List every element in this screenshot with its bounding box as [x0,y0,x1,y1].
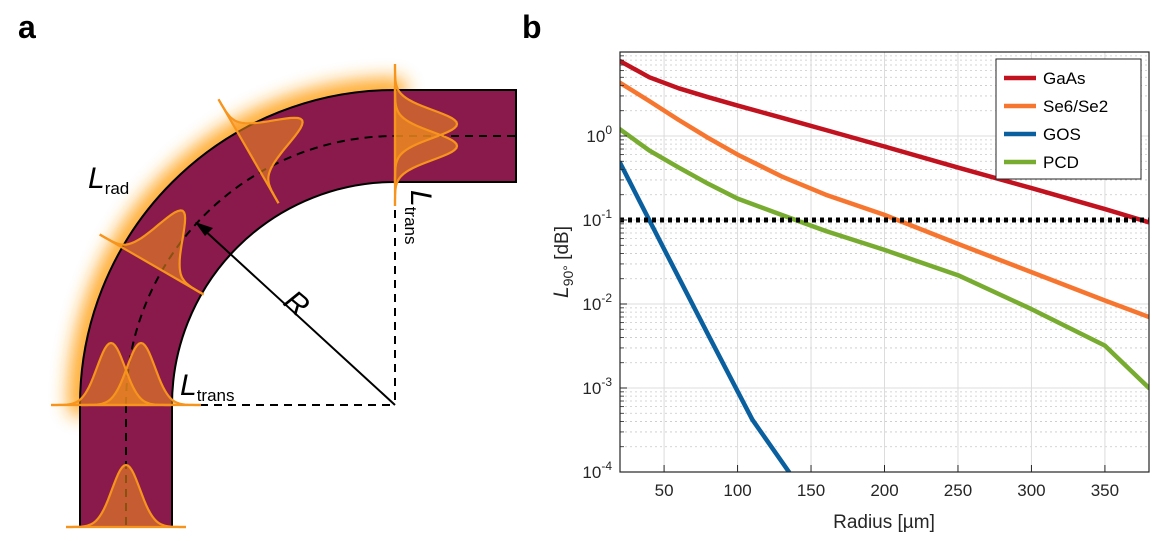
x-tick-label: 50 [655,481,674,500]
panel-b-chart: b 50 100 150 200 250 300 350 10-410-310-210-11… [522,9,1150,533]
label-l-trans-vertical: Ltrans [401,190,437,244]
y-tick-label: 10-3 [582,375,612,398]
y-tick-label: 100 [586,123,612,146]
y-tick-label: 10-4 [582,459,612,482]
y-axis-label: L90° [dB] [550,226,576,298]
waveguide-bend [78,88,396,406]
mode-profile-bend-1 [99,209,205,296]
centerline-bend [125,135,396,406]
legend-label-gos: GOS [1043,125,1081,144]
label-l-rad: Lrad [88,162,129,198]
legend: GaAs Se6/Se2 GOS PCD [995,58,1142,180]
legend-label-pcd: PCD [1043,153,1079,172]
x-tick-label: 350 [1091,481,1119,500]
axis-ticks [620,55,1106,473]
x-tick-labels: 50 100 150 200 250 300 350 [655,481,1119,500]
label-l-trans-horizontal: Ltrans [180,369,234,405]
mode-profile-entry-right [81,341,201,407]
y-tick-label: 10-1 [582,207,612,230]
x-tick-label: 150 [797,481,825,500]
mode-profile-bend-2 [217,98,304,204]
panel-a-letter: a [18,9,36,45]
mode-profiles [51,64,459,529]
y-tick-label: 10-2 [582,291,612,314]
x-tick-label: 100 [723,481,751,500]
series-layer [620,58,1149,472]
x-tick-label: 300 [1017,481,1045,500]
mode-profile-input [66,463,186,529]
series-line-pcd [620,127,1149,391]
panel-a-schematic: a Lrad Ltrans [18,9,517,529]
series-line-se6-se2 [620,80,1149,320]
series-line-gos [620,160,792,472]
radius-arrow [195,222,396,406]
panel-b-letter: b [522,9,542,45]
x-axis-label: Radius [µm] [833,512,935,533]
mode-profile-exit-inner [393,86,459,206]
label-radius: R [278,284,316,323]
x-tick-label: 200 [870,481,898,500]
series-line-gaas [620,58,1149,225]
legend-label-se6-se2: Se6/Se2 [1043,97,1108,116]
x-tick-label: 250 [944,481,972,500]
y-tick-labels: 10-4 10-3 10-2 10-1 100 [582,123,612,482]
legend-label-gaas: GaAs [1043,69,1086,88]
